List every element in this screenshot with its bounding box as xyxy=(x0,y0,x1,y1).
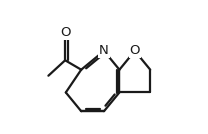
Text: O: O xyxy=(60,26,70,39)
Text: O: O xyxy=(130,44,140,57)
Text: N: N xyxy=(99,44,109,57)
